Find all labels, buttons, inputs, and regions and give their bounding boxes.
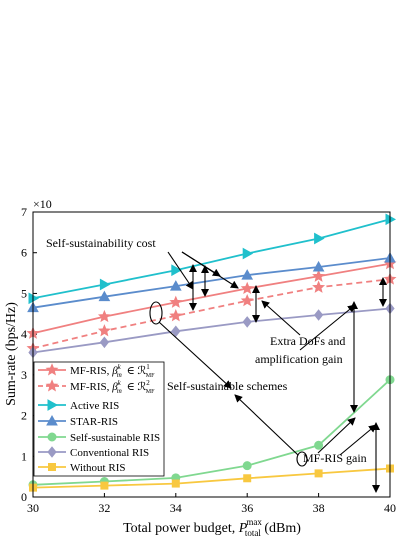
data-point-marker (99, 336, 110, 349)
legend-label: STAR-RIS (70, 416, 118, 428)
y-tick-label: 7 (21, 205, 27, 219)
data-point-marker (97, 324, 111, 337)
data-point-marker (314, 469, 323, 478)
y-tick-label: 4 (21, 327, 27, 341)
y-axis-label: Sum-rate (bps/Hz) (4, 302, 19, 406)
data-point-marker (240, 281, 254, 295)
series-line (32, 262, 391, 335)
data-point-marker (171, 479, 180, 488)
annotation-extra-dofs-line2: amplification gain (255, 352, 343, 366)
annotation-arrows (149, 251, 387, 493)
series-line (32, 218, 391, 300)
data-point-marker (313, 309, 324, 321)
x-tick-label: 40 (384, 501, 396, 515)
data-point-marker (314, 440, 324, 450)
annotation-mf-ris-gain: MF-RIS gain (303, 451, 367, 465)
legend-label: Conventional RIS (70, 447, 149, 459)
series-line (32, 278, 391, 350)
series-5 (28, 302, 395, 359)
series-2 (28, 213, 397, 305)
series-line (32, 379, 391, 486)
data-point-marker (241, 269, 254, 280)
data-point-marker (97, 309, 111, 323)
data-point-marker (169, 309, 183, 322)
annotation-self-sustainable-schemes: Self-sustainable schemes (167, 379, 288, 393)
data-point-marker (243, 474, 252, 483)
x-tick-label: 36 (241, 501, 253, 515)
legend-label: MF-RIS, βk m ∈ ℛ2 MF (70, 379, 155, 395)
data-point-marker (169, 280, 182, 291)
data-point-marker (171, 264, 182, 277)
y-tick-label: 1 (21, 449, 27, 463)
series-0 (26, 256, 397, 339)
data-point-marker (312, 269, 326, 282)
annotation-self-sustainability-cost: Self-sustainability cost (46, 236, 156, 250)
legend-box (33, 361, 165, 477)
annotation-extra-dofs-line1: Extra DoFs and (270, 334, 345, 348)
series-line (32, 257, 391, 309)
legend-marker (45, 379, 59, 392)
y-tick-label: 3 (21, 368, 27, 382)
legend-marker (45, 363, 59, 376)
data-point-marker (242, 316, 252, 328)
data-point-marker (240, 293, 254, 307)
y-tick-label: 0 (21, 490, 27, 504)
y-tick-label: 2 (21, 409, 27, 423)
data-point-marker (100, 481, 109, 490)
legend-label: Self-sustainable RIS (70, 432, 160, 444)
legend-marker (46, 414, 58, 426)
x-tick-label: 32 (98, 501, 110, 515)
data-point-marker (314, 232, 325, 245)
x-tick-label: 30 (27, 501, 39, 515)
x-tick-label: 38 (313, 501, 325, 515)
plot-frame (32, 211, 391, 498)
legend-marker (48, 463, 56, 471)
x-axis-label: Total power budget, Pmax total (dBm) (123, 517, 301, 537)
series-line (32, 307, 391, 354)
y-tick-label: 6 (21, 246, 27, 260)
data-point-marker (312, 280, 326, 293)
series-line (32, 467, 391, 489)
legend-label: MF-RIS, βk m ∈ ℛ1 MF (70, 363, 155, 379)
data-point-marker (312, 260, 325, 272)
data-point-marker (169, 295, 183, 308)
legend-label: Without RIS (70, 462, 125, 474)
data-point-marker (171, 325, 181, 338)
legend-label: Active RIS (70, 400, 119, 412)
legend-marker (47, 399, 59, 411)
legend-marker (47, 446, 57, 458)
legend-marker (47, 432, 57, 442)
y-tick-label: 5 (21, 286, 27, 300)
data-point-marker (242, 461, 252, 471)
data-point-marker (98, 290, 111, 302)
data-point-marker (242, 247, 254, 260)
x-tick-label: 34 (170, 501, 182, 515)
y-multiplier-label: ×10 (33, 197, 52, 211)
data-point-marker (99, 278, 111, 291)
